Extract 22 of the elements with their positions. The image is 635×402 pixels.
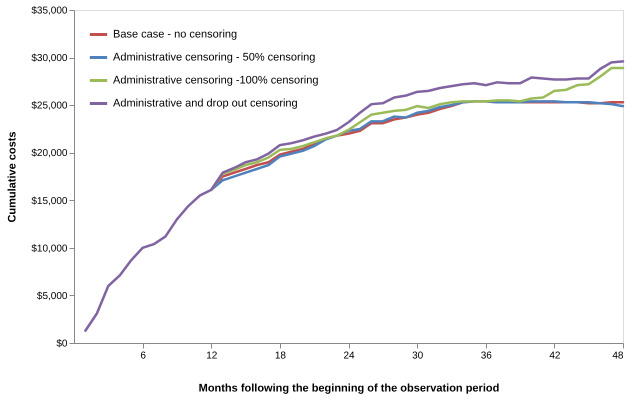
legend-label: Administrative censoring - 50% censoring (113, 52, 316, 64)
y-axis-title: Cumulative costs (6, 131, 18, 223)
y-tick-label: $5,000 (36, 290, 68, 302)
y-tick-label: $35,000 (31, 6, 68, 16)
y-tick-label: $20,000 (31, 148, 68, 160)
x-axis-title: Months following the beginning of the observation period (198, 382, 500, 394)
x-tick-label: 36 (480, 350, 492, 362)
x-tick-label: 24 (343, 350, 355, 362)
y-tick-label: $0 (56, 338, 68, 350)
x-tick-label: 6 (140, 350, 146, 362)
legend-label: Administrative censoring -100% censoring (113, 74, 318, 86)
legend-label: Administrative and drop out censoring (113, 98, 298, 110)
x-tick-label: 42 (549, 350, 561, 362)
x-tick-label: 30 (412, 350, 424, 362)
legend-label: Base case - no censoring (113, 28, 238, 40)
y-tick-label: $30,000 (31, 53, 68, 64)
x-tick-label: 18 (274, 350, 286, 362)
y-tick-label: $10,000 (31, 243, 68, 254)
y-tick-label: $15,000 (31, 196, 68, 207)
x-tick-label: 12 (206, 350, 218, 362)
x-tick-label: 48 (612, 350, 624, 362)
y-tick-label: $25,000 (31, 100, 68, 112)
